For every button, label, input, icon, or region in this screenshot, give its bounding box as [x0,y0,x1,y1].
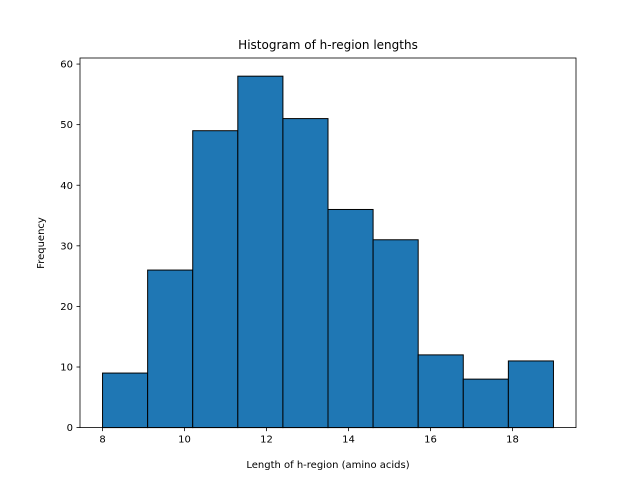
x-axis-ticks: 8 10 12 14 16 18 [99,427,519,446]
y-tick-label: 10 [60,363,73,374]
y-axis-ticks: 0 10 20 30 40 50 60 [60,60,80,434]
y-axis-label: Frequency [36,217,47,269]
y-tick-label: 60 [60,60,73,71]
x-axis-label: Length of h-region (amino acids) [246,460,409,471]
histogram-bar-1 [102,372,149,429]
histogram-bar-5 [282,118,329,429]
y-tick-label: 50 [60,120,73,131]
histogram-bar-8 [417,354,464,429]
x-tick-label: 18 [506,435,519,446]
y-tick-label: 20 [60,302,73,313]
histogram-bar-6 [327,208,374,429]
x-tick-label: 12 [260,435,273,446]
plot-frame [79,57,577,429]
y-tick-label: 40 [60,181,73,192]
histogram-bar-4 [237,75,284,429]
histogram-bar-7 [372,239,419,429]
x-tick-label: 14 [342,435,355,446]
histogram-bar-2 [147,269,194,429]
x-tick-label: 16 [424,435,437,446]
x-tick-label: 10 [178,435,191,446]
histogram-bar-3 [192,130,239,429]
histogram-bars [102,75,554,429]
y-tick-label: 0 [67,423,73,434]
x-tick-label: 8 [99,435,105,446]
histogram-bar-10 [507,360,554,429]
y-tick-label: 30 [60,241,73,252]
histogram-bar-9 [462,378,509,429]
chart-title: Histogram of h-region lengths [238,38,418,52]
